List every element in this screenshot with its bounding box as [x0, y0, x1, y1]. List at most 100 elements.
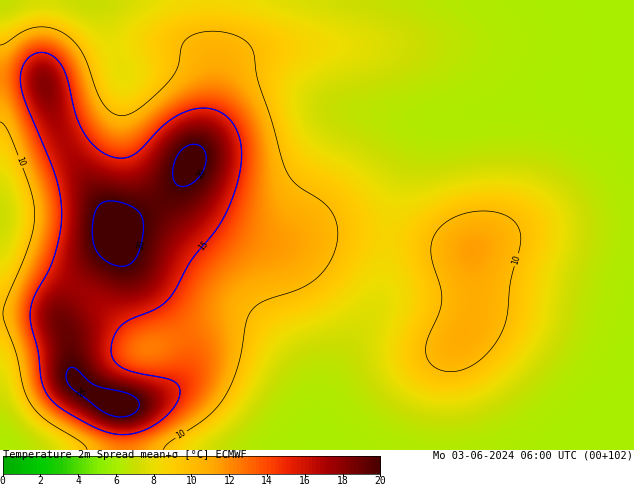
Bar — [22, 456, 26, 474]
Text: 0: 0 — [0, 476, 6, 487]
Bar — [328, 456, 332, 474]
Text: 6: 6 — [113, 476, 119, 487]
Bar — [316, 456, 321, 474]
Bar — [230, 456, 234, 474]
Bar — [86, 456, 90, 474]
Text: 16: 16 — [299, 476, 311, 487]
Text: Temperature 2m Spread mean+σ [°C] ECMWF: Temperature 2m Spread mean+σ [°C] ECMWF — [3, 450, 246, 460]
Bar — [112, 456, 117, 474]
Bar — [153, 456, 158, 474]
Bar — [377, 456, 381, 474]
Bar — [165, 456, 169, 474]
Bar — [188, 456, 192, 474]
Bar — [29, 456, 34, 474]
Bar — [256, 456, 260, 474]
Bar — [82, 456, 86, 474]
Bar — [203, 456, 207, 474]
Bar — [290, 456, 294, 474]
Bar — [74, 456, 79, 474]
Bar — [14, 456, 18, 474]
Bar — [286, 456, 290, 474]
Text: 20: 20 — [375, 476, 386, 487]
Bar — [131, 456, 136, 474]
Bar — [101, 456, 105, 474]
Bar — [313, 456, 317, 474]
Bar — [124, 456, 128, 474]
Bar — [44, 456, 49, 474]
Text: 12: 12 — [223, 476, 235, 487]
Bar — [207, 456, 211, 474]
Bar — [97, 456, 101, 474]
Bar — [354, 456, 358, 474]
Bar — [10, 456, 15, 474]
Bar — [93, 456, 98, 474]
Text: 10: 10 — [186, 476, 197, 487]
Text: 15: 15 — [197, 239, 210, 252]
Bar — [237, 456, 241, 474]
Bar — [105, 456, 109, 474]
Bar — [180, 456, 184, 474]
Bar — [210, 456, 215, 474]
Text: 20: 20 — [73, 388, 86, 400]
Bar — [150, 456, 154, 474]
Bar — [6, 456, 11, 474]
Bar — [55, 456, 60, 474]
Bar — [157, 456, 162, 474]
Text: 10: 10 — [15, 155, 27, 168]
Bar — [18, 456, 22, 474]
Bar — [176, 456, 181, 474]
Bar — [294, 456, 298, 474]
Bar — [169, 456, 173, 474]
Bar — [222, 456, 226, 474]
Bar — [218, 456, 223, 474]
Text: 18: 18 — [337, 476, 349, 487]
Text: 8: 8 — [151, 476, 157, 487]
Bar — [252, 456, 256, 474]
Bar — [361, 456, 366, 474]
Text: 10: 10 — [175, 428, 188, 441]
Bar — [263, 456, 268, 474]
Bar — [214, 456, 219, 474]
Bar — [365, 456, 370, 474]
Bar — [297, 456, 302, 474]
Bar — [309, 456, 313, 474]
Bar — [3, 456, 7, 474]
Bar — [48, 456, 52, 474]
Bar — [116, 456, 120, 474]
Bar — [244, 456, 249, 474]
Bar — [335, 456, 339, 474]
Bar — [350, 456, 354, 474]
Bar — [320, 456, 325, 474]
Bar — [275, 456, 279, 474]
Bar — [271, 456, 275, 474]
Bar — [199, 456, 204, 474]
Bar — [346, 456, 351, 474]
Text: Mo 03-06-2024 06:00 UTC (00+102): Mo 03-06-2024 06:00 UTC (00+102) — [433, 450, 633, 460]
Bar — [67, 456, 71, 474]
Text: 10: 10 — [511, 254, 522, 266]
Bar — [120, 456, 124, 474]
Bar — [278, 456, 283, 474]
Text: 4: 4 — [75, 476, 81, 487]
Bar — [139, 456, 143, 474]
Bar — [146, 456, 150, 474]
Bar — [324, 456, 328, 474]
Bar — [135, 456, 139, 474]
Bar — [282, 456, 287, 474]
Text: 2: 2 — [37, 476, 43, 487]
Bar — [70, 456, 75, 474]
Bar — [161, 456, 165, 474]
Text: 14: 14 — [261, 476, 273, 487]
Bar — [33, 456, 37, 474]
Text: 20: 20 — [136, 239, 146, 250]
Bar — [184, 456, 188, 474]
Bar — [191, 456, 196, 474]
Bar — [226, 456, 230, 474]
Bar — [63, 456, 67, 474]
Bar — [172, 456, 177, 474]
Bar — [143, 456, 146, 474]
Bar — [248, 456, 252, 474]
Bar — [259, 456, 264, 474]
Bar — [25, 456, 30, 474]
Bar — [41, 456, 45, 474]
